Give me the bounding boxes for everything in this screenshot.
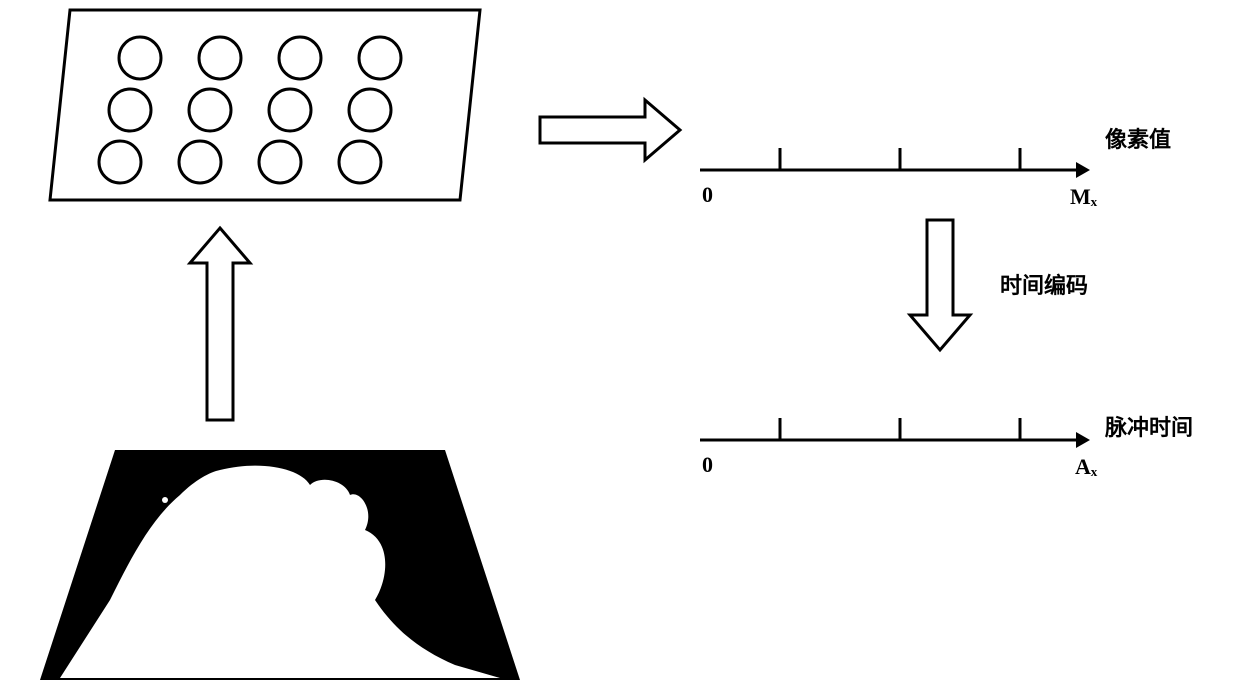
- pixel-axis-label: 像素值: [1105, 122, 1171, 154]
- pixel-axis-start-label: 0: [702, 182, 713, 208]
- rf-parallelogram: [50, 10, 480, 200]
- input-image-group: [40, 450, 520, 680]
- rf-circles-group: [99, 37, 401, 183]
- time-encoding-label: 时间编码: [1000, 268, 1088, 300]
- time-axis-start-label: 0: [702, 452, 713, 478]
- diagram-canvas: 像素值 0 Mₓ 脉冲时间 0 Aₓ 时间编码: [0, 0, 1240, 689]
- arrow-right-icon: [540, 100, 680, 160]
- pulse-time-axis: [700, 418, 1090, 448]
- arrow-up-icon: [190, 228, 250, 420]
- pixel-value-axis: [700, 148, 1090, 178]
- arrow-down-icon: [910, 220, 970, 350]
- time-axis-end-label: Aₓ: [1075, 454, 1097, 480]
- diagram-svg: [0, 0, 1240, 689]
- pixel-axis-end-label: Mₓ: [1070, 184, 1097, 210]
- receptive-field-group: [50, 10, 480, 200]
- time-axis-label: 脉冲时间: [1105, 410, 1193, 442]
